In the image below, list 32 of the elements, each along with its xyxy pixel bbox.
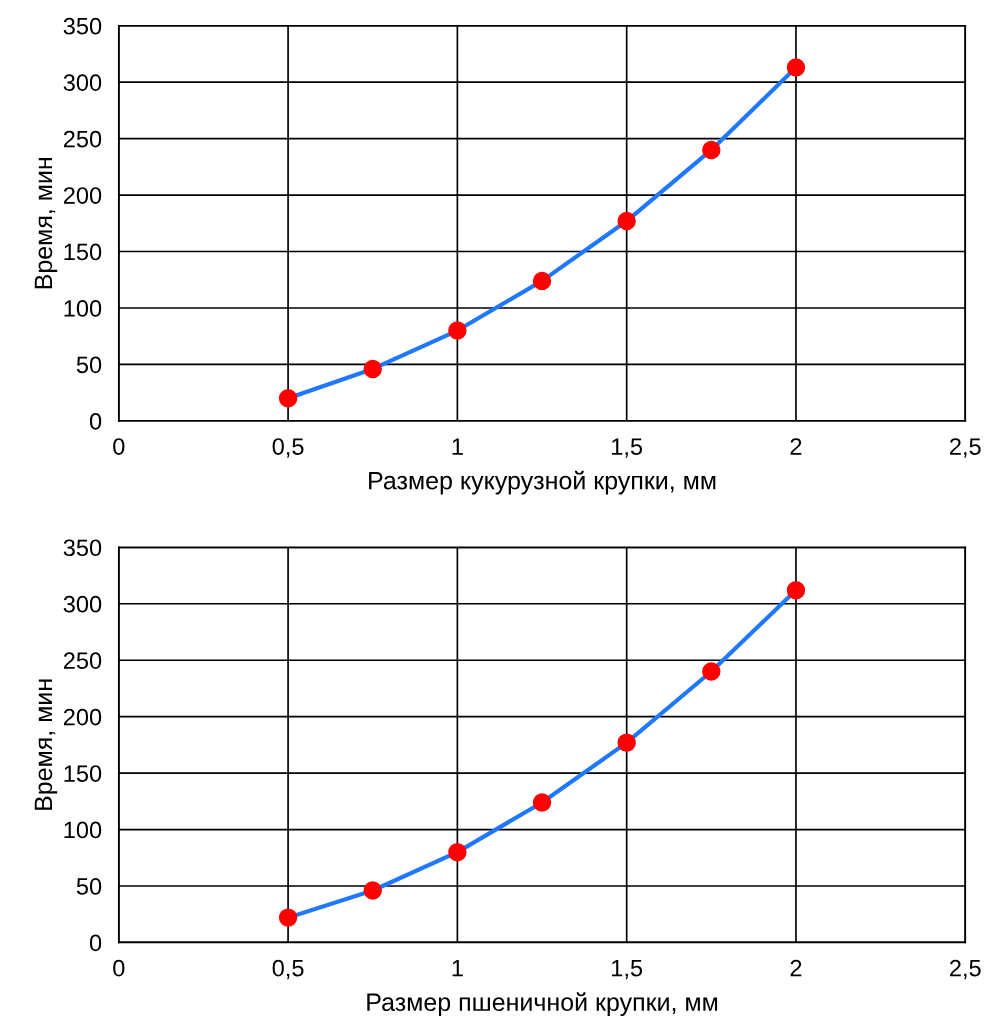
y-tick-label: 250	[63, 130, 102, 148]
y-tick-label: 250	[63, 652, 102, 669]
x-tick-label: 2,5	[950, 959, 981, 980]
x-tick-label: 2	[790, 438, 802, 455]
y-tick-label: 50	[76, 356, 102, 374]
y-tick-label: 0	[89, 934, 102, 952]
x-tick-label: 0,5	[272, 959, 304, 980]
y-axis-title: Время, мин	[34, 679, 58, 810]
x-tick-label: 0,5	[272, 438, 304, 458]
x-tick-label: 1	[452, 438, 463, 455]
y-tick-label: 100	[64, 300, 102, 317]
x-tick-label: 0	[113, 959, 125, 977]
x-tick-label: 1	[452, 959, 463, 977]
y-axis-title: Время, мин	[34, 158, 58, 289]
x-tick-label: 2	[790, 959, 802, 977]
x-tick-label: 0	[113, 438, 125, 455]
y-tick-label: 150	[64, 243, 102, 261]
y-tick-label: 350	[63, 17, 102, 35]
y-tick-label: 0	[89, 412, 102, 430]
y-tick-label: 300	[63, 595, 102, 613]
x-axis-title: Размер кукурузной крупки, мм	[369, 470, 716, 495]
y-tick-label: 150	[64, 765, 102, 782]
y-tick-label: 300	[63, 74, 102, 91]
y-tick-label: 100	[64, 821, 102, 839]
y-tick-label: 50	[76, 878, 102, 895]
x-tick-label: 1,5	[612, 438, 643, 458]
x-axis-title: Размер пшеничной крупки, мм	[367, 992, 718, 1016]
y-tick-label: 200	[63, 187, 102, 204]
y-tick-label: 200	[63, 708, 102, 726]
y-tick-label: 350	[63, 539, 102, 557]
x-tick-label: 2,5	[950, 438, 981, 458]
x-tick-label: 1,5	[612, 959, 643, 980]
